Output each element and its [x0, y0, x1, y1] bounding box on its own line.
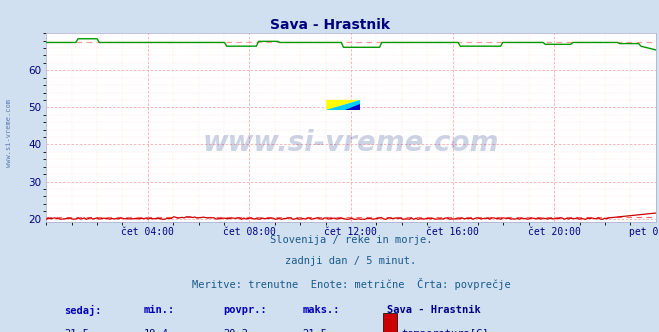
Text: Meritve: trenutne  Enote: metrične  Črta: povprečje: Meritve: trenutne Enote: metrične Črta: …	[192, 278, 510, 290]
Text: www.si-vreme.com: www.si-vreme.com	[5, 99, 12, 167]
Text: 21,5: 21,5	[65, 329, 90, 332]
Text: Sava - Hrastnik: Sava - Hrastnik	[270, 18, 389, 32]
Text: maks.:: maks.:	[302, 305, 339, 315]
Polygon shape	[345, 104, 360, 110]
Text: www.si-vreme.com: www.si-vreme.com	[203, 129, 499, 157]
Text: min.:: min.:	[144, 305, 175, 315]
Polygon shape	[326, 100, 360, 110]
Text: povpr.:: povpr.:	[223, 305, 267, 315]
Text: zadnji dan / 5 minut.: zadnji dan / 5 minut.	[285, 256, 416, 266]
Text: temperatura[C]: temperatura[C]	[401, 329, 489, 332]
Text: 19,4: 19,4	[144, 329, 169, 332]
Text: sedaj:: sedaj:	[65, 305, 102, 316]
Text: 20,3: 20,3	[223, 329, 248, 332]
Text: Slovenija / reke in morje.: Slovenija / reke in morje.	[270, 235, 432, 245]
FancyBboxPatch shape	[384, 313, 397, 332]
Polygon shape	[326, 100, 360, 110]
Text: Sava - Hrastnik: Sava - Hrastnik	[387, 305, 481, 315]
Text: 21,5: 21,5	[302, 329, 327, 332]
